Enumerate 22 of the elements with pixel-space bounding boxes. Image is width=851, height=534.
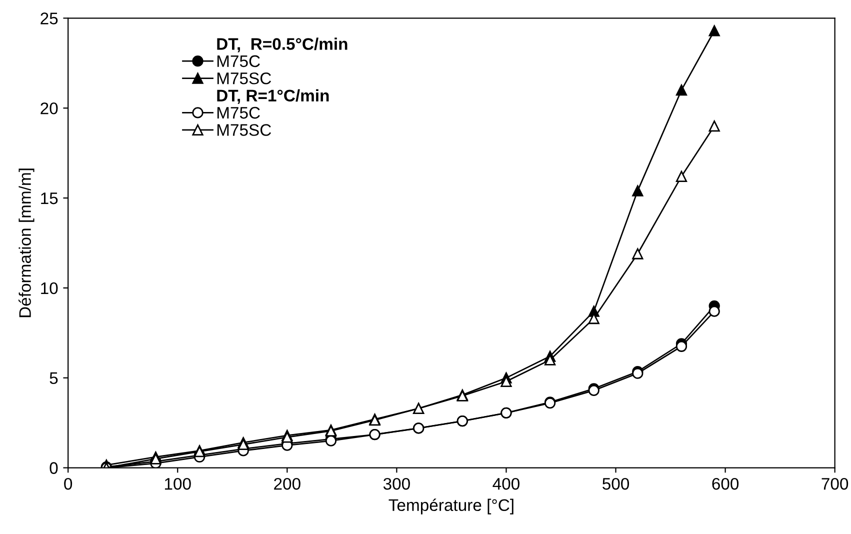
x-tick-label: 300 bbox=[383, 478, 410, 490]
x-tick-label: 600 bbox=[712, 478, 739, 490]
y-tick-label: 0 bbox=[50, 462, 58, 474]
x-tick-label: 0 bbox=[64, 478, 72, 490]
x-axis-title: Température [°C] bbox=[388, 498, 514, 514]
y-axis-title: Déformation [mm/m] bbox=[18, 168, 34, 318]
x-tick-label: 400 bbox=[492, 478, 520, 490]
legend-label: M75C bbox=[217, 106, 260, 119]
legend-label: M75SC bbox=[217, 72, 272, 84]
y-tick-label: 5 bbox=[50, 372, 58, 384]
x-tick-label: 700 bbox=[822, 478, 848, 490]
legend-label: M75SC bbox=[217, 124, 272, 136]
y-tick-label: 15 bbox=[41, 192, 58, 204]
x-tick-label: 100 bbox=[164, 478, 191, 490]
y-tick-label: 20 bbox=[40, 102, 58, 114]
annotation: DT, R=1°C/min bbox=[217, 89, 329, 104]
legend-label: M75C bbox=[217, 55, 260, 68]
y-tick-label: 10 bbox=[41, 282, 58, 294]
x-tick-label: 500 bbox=[602, 478, 630, 490]
x-tick-label: 200 bbox=[274, 478, 300, 490]
annotation: DT, R=0.5°C/min bbox=[217, 38, 348, 52]
y-tick-label: 25 bbox=[40, 12, 58, 24]
